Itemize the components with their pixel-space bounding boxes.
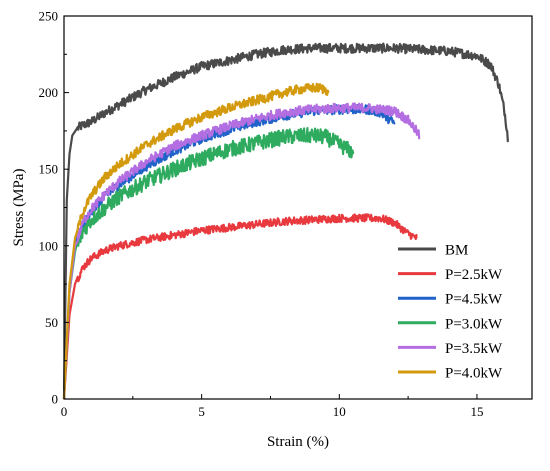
legend-label: P=4.0kW <box>445 366 503 382</box>
x-tick-label: 10 <box>333 404 346 419</box>
x-axis-title: Strain (%) <box>267 434 329 450</box>
series-line-4 <box>62 102 421 400</box>
legend: BM P=2.5kW P=4.5kW P=3.0kW P=3.5kW P=4.0kW <box>398 243 503 382</box>
legend-label: P=3.5kW <box>445 341 503 357</box>
x-tick-label: 15 <box>470 404 483 419</box>
series-line-0 <box>62 42 509 400</box>
y-tick-label: 0 <box>52 392 59 407</box>
curves-layer <box>62 42 509 400</box>
series-line-1 <box>62 213 418 400</box>
legend-label: P=3.0kW <box>445 316 503 332</box>
y-tick-label: 50 <box>45 315 58 330</box>
y-tick-label: 200 <box>39 85 59 100</box>
legend-label: BM <box>445 243 468 259</box>
x-tick-label: 0 <box>61 404 68 419</box>
y-tick-label: 100 <box>39 238 59 253</box>
y-tick-label: 150 <box>39 162 59 177</box>
y-tick-label: 250 <box>39 9 59 24</box>
legend-label: P=2.5kW <box>445 267 503 283</box>
series-line-3 <box>62 127 355 400</box>
series-line-5 <box>62 82 330 400</box>
legend-label: P=4.5kW <box>445 292 503 308</box>
y-axis-title: Stress (MPa) <box>11 169 27 247</box>
x-tick-label: 5 <box>198 404 205 419</box>
